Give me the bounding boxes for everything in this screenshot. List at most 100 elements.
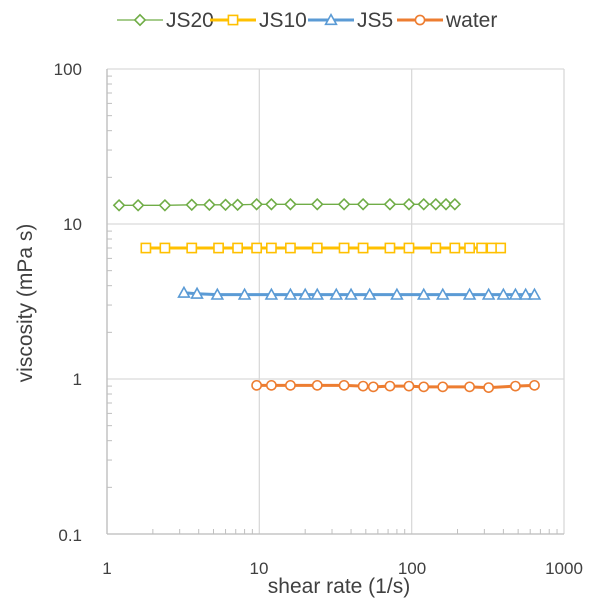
data-point-js5 (310, 287, 325, 300)
data-point-water (311, 379, 323, 391)
y-axis-ticks: 0.1 1 10 100 (54, 60, 82, 545)
data-point-js5 (527, 287, 542, 300)
data-point-js5 (436, 287, 450, 300)
data-point-js10 (486, 242, 498, 254)
data-point-js5 (362, 287, 377, 300)
data-point-js20 (402, 197, 416, 211)
grid (106, 68, 565, 535)
data-point-js10 (140, 242, 152, 254)
x-tick-label: 100 (398, 559, 426, 578)
data-point-js20 (448, 197, 462, 211)
y-tick-label: 1 (73, 370, 82, 389)
legend: JS20 JS10 JS5 water (117, 9, 497, 32)
data-point-js5 (264, 287, 279, 300)
data-point-js10 (384, 242, 396, 254)
data-point-water (483, 382, 495, 394)
data-point-js10 (357, 242, 369, 254)
x-tick-label: 1000 (545, 559, 583, 578)
data-point-js5 (210, 287, 225, 300)
data-point-water (464, 381, 475, 393)
data-point-js20 (219, 198, 232, 212)
data-point-water (251, 379, 263, 391)
data-point-js5 (344, 287, 358, 300)
series-water (251, 379, 540, 394)
data-point-js20 (429, 197, 443, 211)
data-point-js10 (464, 242, 475, 254)
series-js10 (140, 242, 507, 254)
data-point-js10 (265, 242, 277, 254)
legend-label-js5: JS5 (357, 9, 393, 32)
y-tick-label: 100 (54, 60, 82, 79)
data-point-js5 (462, 287, 477, 300)
data-point-js20 (417, 197, 431, 211)
data-point-js20 (185, 198, 199, 212)
y-axis-title: viscosity (mPa s) (14, 224, 37, 383)
data-point-water (437, 381, 449, 393)
data-point-js10 (159, 242, 171, 254)
data-point-js10 (311, 242, 323, 254)
data-point-js20 (356, 197, 370, 211)
data-point-js20 (250, 197, 263, 211)
data-point-water (285, 379, 296, 391)
data-point-js20 (203, 198, 216, 212)
data-point-js10 (251, 242, 263, 254)
legend-item-water: water (397, 9, 497, 32)
series-js20 (112, 197, 462, 212)
series-layer (112, 197, 542, 394)
data-point-js10 (449, 242, 461, 254)
data-point-js20 (265, 197, 278, 211)
data-point-js5 (416, 287, 431, 300)
x-tick-label: 1 (102, 559, 111, 578)
y-tick-label: 0.1 (58, 526, 82, 545)
legend-swatch-marker (227, 14, 239, 26)
data-point-js5 (518, 287, 533, 300)
data-point-js20 (158, 198, 172, 212)
data-point-js20 (131, 198, 145, 212)
data-point-js20 (284, 197, 297, 211)
data-point-js5 (283, 287, 298, 300)
data-point-js10 (338, 242, 350, 254)
series-js5 (177, 285, 542, 300)
legend-label-water: water (445, 9, 497, 32)
data-point-js5 (329, 287, 344, 300)
data-point-js5 (177, 285, 191, 298)
data-point-water (418, 381, 430, 393)
data-point-js20 (383, 197, 397, 211)
legend-item-js5: JS5 (308, 9, 393, 32)
data-point-js5 (496, 287, 511, 300)
data-point-js10 (495, 242, 507, 254)
data-point-water (367, 381, 379, 393)
series-line-js5 (183, 291, 535, 297)
x-axis-title: shear rate (1/s) (268, 575, 410, 598)
data-point-js5 (508, 287, 523, 300)
legend-swatch-marker (414, 14, 426, 26)
data-point-js10 (285, 242, 296, 254)
data-point-js20 (439, 197, 453, 211)
data-point-water (510, 380, 521, 392)
data-point-js10 (186, 242, 198, 254)
legend-label-js20: JS20 (166, 9, 214, 32)
legend-item-js10: JS10 (210, 9, 307, 32)
data-point-water (265, 379, 277, 391)
data-point-js5 (190, 286, 204, 299)
data-point-js10 (232, 242, 244, 254)
data-point-js5 (237, 287, 252, 300)
data-point-js20 (112, 198, 126, 212)
legend-label-js10: JS10 (259, 9, 307, 32)
data-point-js5 (390, 287, 404, 300)
data-point-js5 (298, 287, 312, 300)
data-point-js20 (337, 197, 351, 211)
data-point-js10 (213, 242, 224, 254)
data-point-js20 (231, 198, 244, 212)
legend-swatch-marker (324, 12, 338, 26)
data-point-js10 (430, 242, 442, 254)
y-tick-label: 10 (63, 215, 82, 234)
data-point-water (403, 380, 415, 392)
data-point-water (357, 380, 369, 392)
data-point-js10 (403, 242, 415, 254)
data-point-js5 (481, 287, 496, 300)
legend-item-js20: JS20 (117, 9, 214, 32)
data-point-js10 (476, 242, 488, 254)
data-point-water (529, 379, 540, 391)
